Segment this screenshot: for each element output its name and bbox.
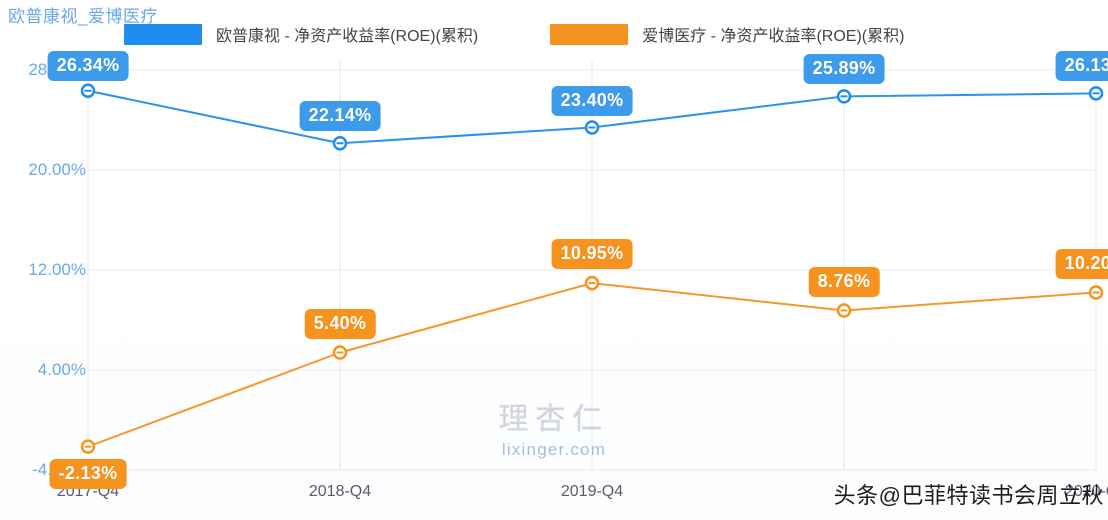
legend-swatch-blue (124, 23, 202, 45)
watermark-bottom-right: 头条@巴菲特读书会周立秋 (833, 483, 1104, 508)
legend-swatch-orange (550, 23, 629, 45)
data-point-label: 23.40% (551, 85, 633, 116)
data-point-label: 22.14% (299, 101, 381, 132)
data-point-label: 26.13% (1055, 51, 1108, 82)
data-point-label: -2.13% (49, 458, 127, 489)
x-axis-tick-label: 2019-Q4 (560, 483, 624, 500)
y-axis-tick-label: 4.00% (37, 360, 86, 379)
data-point-label: 25.89% (803, 54, 885, 85)
data-point-label: 8.76% (808, 266, 880, 297)
data-point-label: 26.34% (47, 50, 129, 81)
data-point-label: 10.20% (1055, 248, 1108, 279)
x-axis-tick-label: 2018-Q4 (308, 483, 372, 500)
legend-label-orange: 爱博医疗 - 净资产收益率(ROE)(累积) (642, 28, 905, 45)
page-title: 欧普康视_爱博医疗 (8, 7, 158, 26)
legend-label-blue: 欧普康视 - 净资产收益率(ROE)(累积) (216, 28, 479, 45)
x-axis-tick-label: 2020-Q4 (1064, 483, 1108, 500)
y-axis-tick-label: 12.00% (28, 260, 86, 279)
data-point-label: 5.40% (304, 308, 376, 339)
y-axis-tick-label: 20.00% (28, 160, 86, 179)
chart-legend: 欧普康视 - 净资产收益率(ROE)(累积) 爱博医疗 - 净资产收益率(ROE… (124, 22, 904, 46)
legend-item-blue[interactable]: 欧普康视 - 净资产收益率(ROE)(累积) (124, 22, 478, 46)
data-point-label: 10.95% (551, 239, 633, 270)
legend-item-orange[interactable]: 爱博医疗 - 净资产收益率(ROE)(累积) (550, 22, 904, 46)
